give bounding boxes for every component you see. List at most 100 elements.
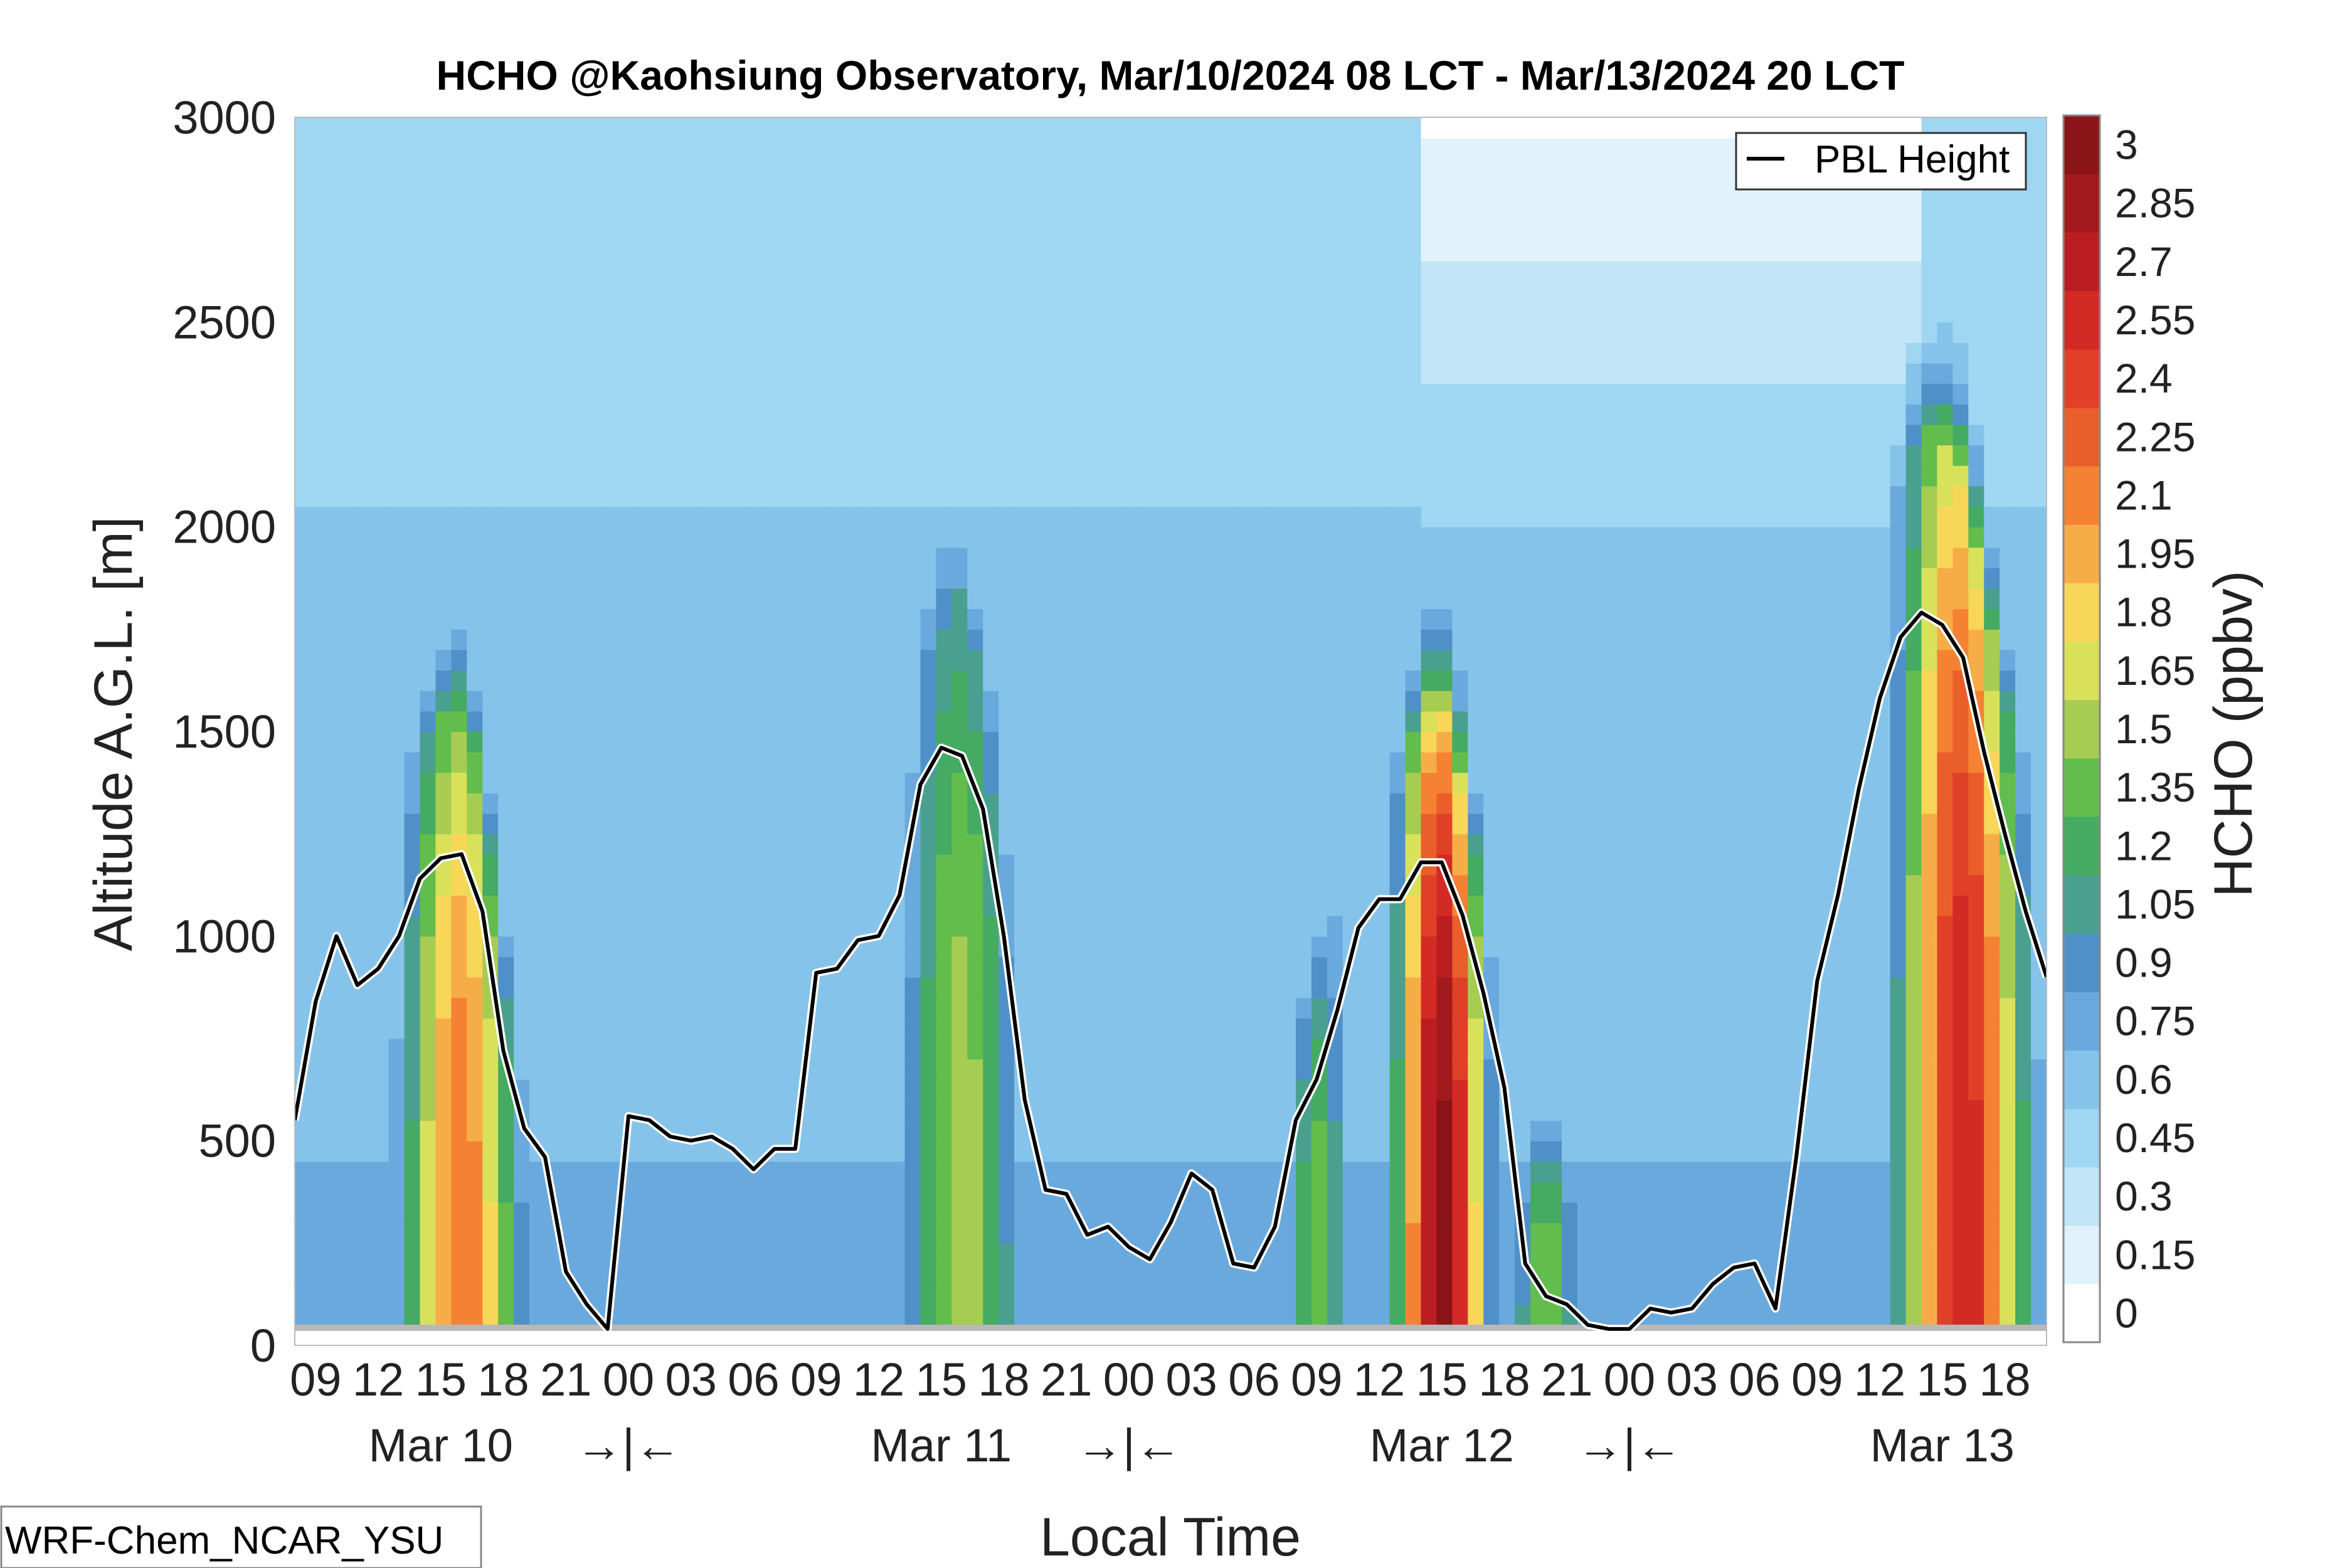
heat-cell [1030, 1263, 1046, 1285]
heat-cell [435, 424, 452, 446]
heat-cell [1389, 1120, 1406, 1142]
heat-cell [904, 1202, 921, 1224]
plot-area [294, 117, 2047, 1346]
heat-cell [764, 1222, 781, 1244]
heat-cell [1327, 936, 1343, 957]
heat-cell [733, 220, 750, 241]
heat-cell [795, 281, 812, 302]
heat-cell [1436, 158, 1453, 179]
heat-cell [1155, 1099, 1172, 1121]
heat-cell [748, 588, 765, 610]
heat-cell [560, 506, 577, 527]
heat-cell [482, 1284, 499, 1305]
heat-cell [1249, 117, 1266, 139]
heat-cell [1202, 424, 1219, 446]
heat-cell [654, 547, 671, 568]
heat-cell [545, 628, 561, 650]
heat-cell [936, 424, 953, 446]
heat-cell [1046, 1263, 1062, 1285]
heat-cell [1405, 1181, 1422, 1203]
heat-cell [1186, 178, 1203, 200]
heat-cell [857, 403, 874, 425]
heat-cell [1123, 424, 1140, 446]
heat-cell [1296, 1222, 1312, 1244]
heat-cell [373, 526, 389, 548]
heat-cell [748, 997, 765, 1019]
heat-cell [1515, 240, 1532, 262]
heat-cell [1577, 117, 1594, 139]
heat-cell [810, 526, 827, 548]
heat-cell [795, 424, 812, 446]
heat-cell [826, 772, 843, 793]
heat-cell [373, 445, 389, 466]
heat-cell [826, 1017, 843, 1039]
heat-cell [1561, 1059, 1578, 1080]
heat-cell [701, 711, 718, 732]
heat-cell [1389, 1284, 1406, 1305]
heat-cell [795, 1181, 812, 1203]
heat-cell [1468, 792, 1485, 814]
heat-cell [1108, 178, 1125, 200]
heat-cell [780, 445, 796, 466]
heat-cell [764, 608, 781, 630]
heat-cell [1483, 240, 1500, 262]
heat-cell [529, 1059, 546, 1080]
heat-cell [1515, 199, 1532, 221]
heat-cell [341, 260, 358, 282]
heat-cell [857, 137, 874, 159]
heat-cell [310, 772, 327, 793]
heat-cell [591, 526, 608, 548]
heat-cell [826, 1242, 843, 1264]
heat-cell [404, 936, 421, 957]
heat-cell [1233, 628, 1250, 650]
heat-cell [1577, 137, 1594, 159]
heat-cell [373, 117, 389, 139]
heat-cell [1577, 813, 1594, 835]
heat-cell [1046, 445, 1062, 466]
heat-cell [341, 137, 358, 159]
heat-cell [451, 117, 468, 139]
heat-cell [1170, 854, 1187, 876]
heat-cell [1202, 240, 1219, 262]
heat-cell [1311, 158, 1328, 179]
heat-cell [780, 854, 796, 876]
heat-cell [310, 178, 327, 200]
heat-cell [1374, 403, 1391, 425]
heat-cell [373, 608, 389, 630]
heat-cell [482, 1181, 499, 1203]
heat-cell [1436, 977, 1453, 999]
heat-cell [654, 567, 671, 589]
heat-cell [1030, 465, 1046, 487]
heat-cell [701, 220, 718, 241]
heat-cell [373, 977, 389, 999]
heat-cell [1530, 792, 1547, 814]
heat-cell [1546, 1059, 1562, 1080]
heat-cell [576, 711, 593, 732]
heat-cell [1061, 731, 1078, 753]
heat-cell [1530, 834, 1547, 855]
heat-cell [1202, 813, 1219, 835]
heat-cell [1123, 915, 1140, 937]
heat-cell [1233, 363, 1250, 384]
heat-cell [889, 1161, 906, 1182]
heat-cell [310, 403, 327, 425]
heat-cell [967, 1242, 984, 1264]
heat-cell [951, 220, 968, 241]
heat-cell [451, 895, 468, 916]
heat-cell [857, 608, 874, 630]
heat-cell [1217, 628, 1234, 650]
heat-cell [1296, 690, 1312, 712]
heat-cell [936, 403, 953, 425]
heat-cell [1170, 915, 1187, 937]
heat-cell [1374, 997, 1391, 1019]
heat-cell [920, 158, 937, 179]
heat-cell [1311, 1099, 1328, 1121]
heat-cell [1155, 628, 1172, 650]
heat-cell [857, 772, 874, 793]
heat-cell [1030, 567, 1046, 589]
heat-cell [1123, 220, 1140, 241]
heat-cell [545, 608, 561, 630]
heat-cell [1421, 220, 1438, 241]
heat-cell [1108, 936, 1125, 957]
heat-cell [1577, 445, 1594, 466]
